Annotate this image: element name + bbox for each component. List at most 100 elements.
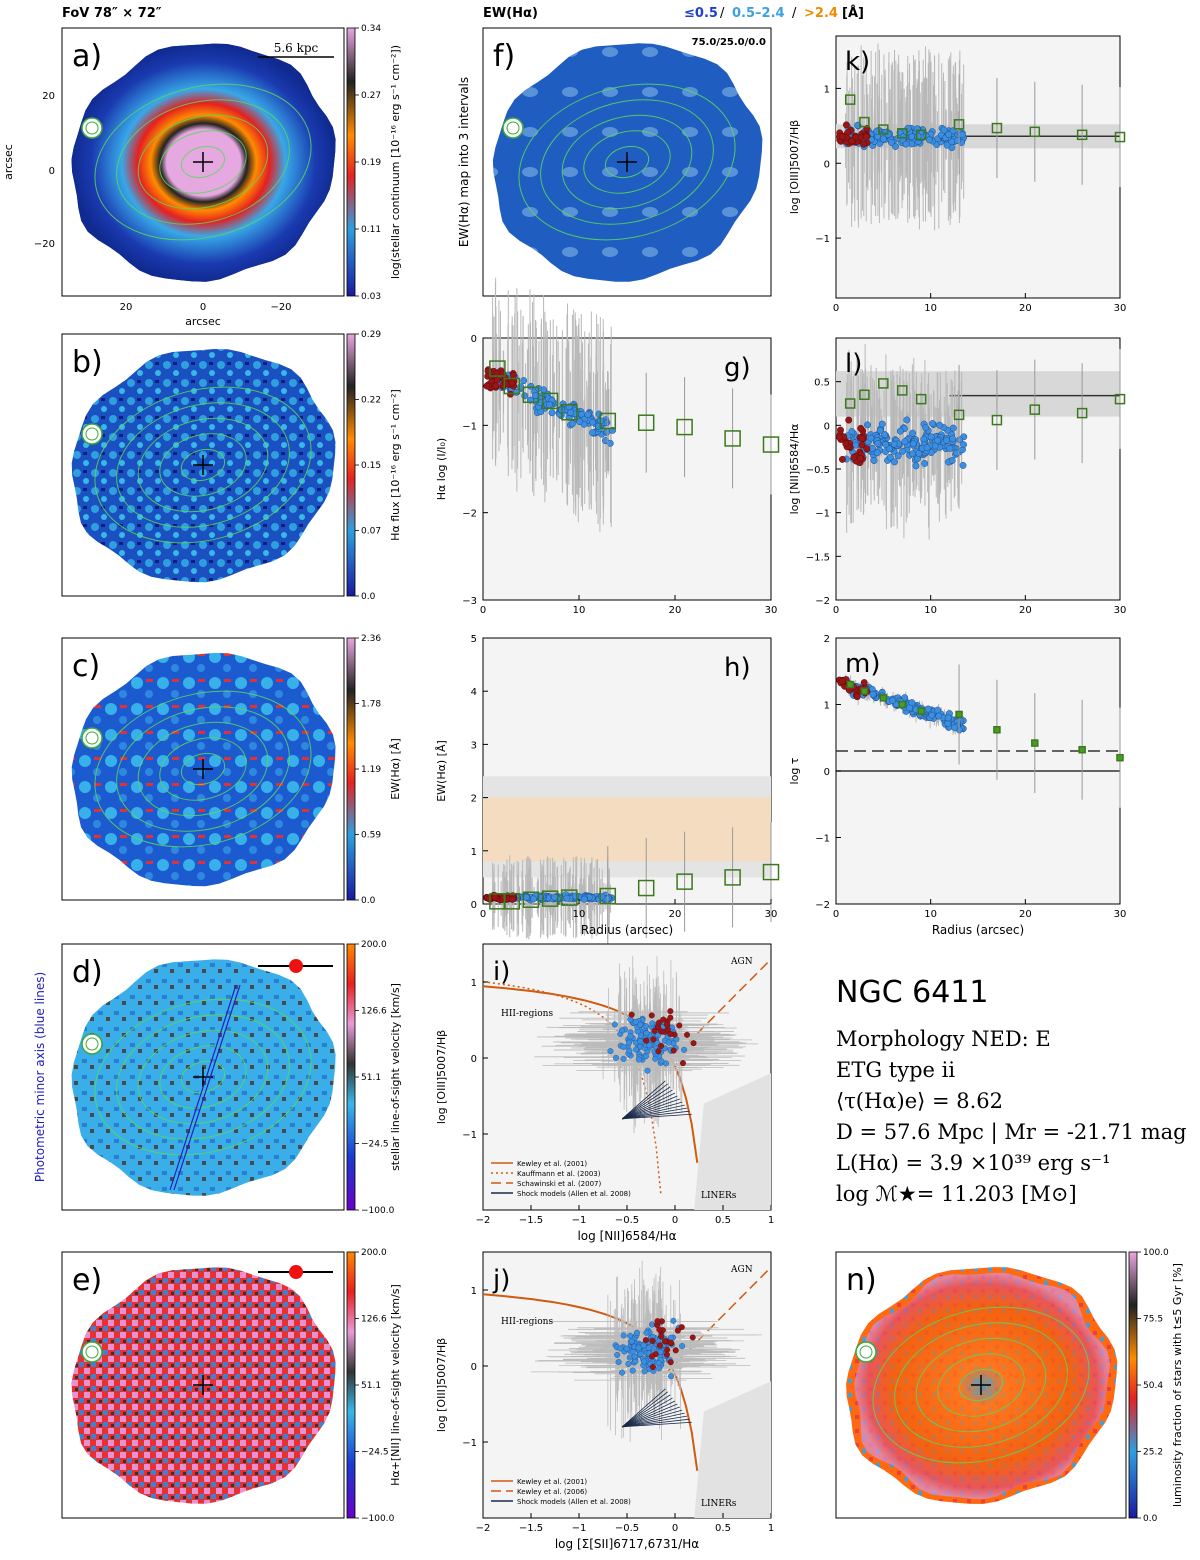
colorbar-tick-label: 0.27 bbox=[361, 91, 381, 101]
y-axis-label: log [OIII]5007/Hβ bbox=[435, 1030, 448, 1124]
spaxel-point bbox=[925, 136, 933, 144]
x-tick-label: 0 bbox=[672, 1523, 678, 1534]
shock-model-line bbox=[622, 1400, 676, 1428]
spaxel-point bbox=[959, 461, 967, 469]
profile-point bbox=[1116, 753, 1124, 762]
spaxel-point bbox=[492, 382, 500, 390]
isophote-contour bbox=[180, 1060, 226, 1094]
psf-marker bbox=[81, 1033, 103, 1055]
spaxel-point bbox=[901, 438, 909, 446]
isophote-contour bbox=[137, 1029, 269, 1125]
isophote-contour bbox=[159, 737, 247, 801]
spaxel-point bbox=[648, 1012, 655, 1019]
spaxel-point bbox=[631, 1353, 638, 1360]
galaxy-line: D = 57.6 Mpc | Mr = -21.71 mag bbox=[836, 1120, 1187, 1144]
y-axis-label: arcsec bbox=[2, 144, 15, 180]
profile-point bbox=[879, 694, 888, 702]
isophote-contour bbox=[159, 1045, 247, 1109]
x-tick-label: 20 bbox=[669, 605, 682, 616]
isophote-contour bbox=[159, 433, 247, 497]
profile-point bbox=[541, 890, 559, 907]
colorbar bbox=[346, 637, 356, 901]
spaxel-point bbox=[896, 427, 904, 435]
spaxel-point bbox=[520, 377, 528, 385]
panel-i: −2 −1.5 −1 −0.5 0 0.5 1 1 0 −1 log [OIII]5007/Hβ lo… bbox=[435, 943, 774, 1243]
spaxel-point bbox=[655, 1048, 662, 1055]
shock-model-line bbox=[622, 1412, 685, 1428]
colorbar-tick-label: 0.19 bbox=[361, 158, 381, 168]
shock-model-line bbox=[622, 1092, 676, 1120]
shock-model-line bbox=[622, 1098, 680, 1120]
region-label: AGN bbox=[730, 1265, 753, 1275]
panel-f: f) 75.0/25.0/0.0 EW(Hα) map into 3 interva… bbox=[457, 27, 772, 297]
ew-percent-text: 75.0/25.0/0.0 bbox=[692, 37, 766, 48]
spaxel-point bbox=[848, 137, 856, 145]
psf-marker bbox=[85, 1037, 99, 1051]
spaxel-point bbox=[890, 440, 898, 448]
spaxel-point bbox=[678, 1324, 685, 1331]
y-tick-label: 0.5 bbox=[814, 378, 830, 389]
shock-model-line bbox=[622, 1418, 690, 1428]
shock-model-line bbox=[622, 1104, 685, 1120]
panel-b: b) 0.29 0.22 0.15 0.07 0.0 Hα flux [10⁻¹⁶ erg … bbox=[61, 330, 402, 602]
psf-marker bbox=[85, 731, 99, 745]
y-tick-label: 1 bbox=[471, 847, 477, 858]
y-tick-label: −1 bbox=[815, 234, 830, 245]
x-tick-label: 10 bbox=[924, 909, 937, 920]
spaxel-point bbox=[637, 1032, 644, 1039]
y-tick-label: 0 bbox=[471, 334, 477, 345]
spaxel-point bbox=[929, 420, 937, 428]
y-tick-label: 1 bbox=[471, 1286, 477, 1297]
spaxel-point bbox=[668, 1373, 675, 1380]
y-axis-label: Hα log (I/I₀) bbox=[435, 438, 448, 500]
spaxel-point bbox=[644, 1067, 651, 1074]
x-tick-label: 0 bbox=[833, 303, 839, 314]
spaxel-point bbox=[656, 1326, 663, 1333]
panel-letter: m) bbox=[845, 649, 880, 679]
spaxel-point bbox=[642, 1053, 649, 1060]
x-tick-label: 20 bbox=[669, 909, 682, 920]
legend-text: Shock models (Allen et al. 2008) bbox=[517, 1190, 631, 1198]
spaxel-point bbox=[589, 429, 597, 437]
shock-model-line bbox=[621, 1080, 666, 1120]
profile-point bbox=[503, 893, 521, 910]
colorbar-tick-label: 75.5 bbox=[1143, 1315, 1163, 1325]
ew-legend-unit: [Å] bbox=[842, 5, 864, 21]
spaxel-point bbox=[921, 460, 929, 467]
spaxel-point bbox=[835, 433, 843, 441]
profile-point bbox=[915, 393, 927, 405]
isophote-contour bbox=[94, 998, 312, 1156]
panel-h: 0 10 20 30 0 1 2 3 4 5 EW(Hα) [Å] Radius (arcsec) h) bbox=[435, 634, 780, 947]
x-tick-label: 10 bbox=[573, 605, 586, 616]
spaxel-point bbox=[944, 714, 952, 722]
region-label: LINERs bbox=[701, 1191, 737, 1201]
panel-letter: e) bbox=[72, 1263, 102, 1298]
colorbar-tick-label: 0.15 bbox=[361, 461, 381, 471]
x-tick-label: −0.5 bbox=[615, 1215, 639, 1226]
galaxy-line: L(Hα) = 3.9 ×10³⁹ erg s⁻¹ bbox=[836, 1151, 1111, 1175]
x-tick-label: 30 bbox=[1114, 605, 1127, 616]
spaxel-point bbox=[908, 133, 916, 141]
spaxel-point bbox=[912, 462, 920, 470]
spaxel-point bbox=[863, 445, 871, 453]
y-tick-label: 2 bbox=[471, 794, 477, 805]
panel-c: c) 2.36 1.78 1.19 0.59 0.0 EW(Hα) [Å] bbox=[61, 634, 402, 906]
shock-model-line bbox=[622, 1403, 678, 1428]
profile-point bbox=[953, 409, 965, 421]
colorbar-tick-label: 0.22 bbox=[361, 396, 381, 406]
spaxel-point bbox=[960, 441, 967, 449]
spaxel-point bbox=[672, 1347, 679, 1354]
x-tick-label: 0 bbox=[833, 909, 839, 920]
y-axis-label: EW(Hα) [Å] bbox=[435, 740, 448, 802]
spaxel-point bbox=[862, 133, 870, 141]
y-tick-label: −20 bbox=[34, 239, 55, 250]
panel-letter: k) bbox=[845, 47, 870, 77]
spaxel-point bbox=[860, 679, 868, 687]
spaxel-point bbox=[642, 1337, 649, 1344]
x-tick-label: 0 bbox=[672, 1215, 678, 1226]
spaxel-point bbox=[606, 439, 614, 447]
colorbar-label: luminosity fraction of stars with t≤5 Gy… bbox=[1171, 1263, 1184, 1507]
shock-model-line bbox=[621, 1391, 669, 1428]
profile-point bbox=[878, 378, 889, 389]
shock-model-line bbox=[622, 1113, 692, 1120]
